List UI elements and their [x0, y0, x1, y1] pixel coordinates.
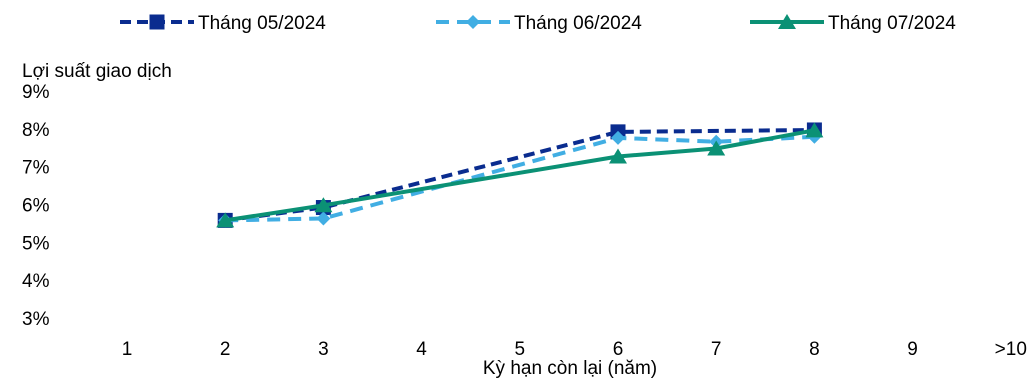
series-line-1	[224, 128, 815, 223]
series-3-point	[707, 140, 726, 156]
x-axis-title: Kỳ hạn còn lại (năm)	[483, 358, 657, 378]
y-tick-label: 6%	[22, 196, 50, 217]
legend-item-3: Tháng 07/2024	[750, 13, 956, 34]
x-tick-label: 1	[122, 339, 133, 360]
y-tick-label: 5%	[22, 233, 50, 254]
x-tick-label: 7	[711, 339, 722, 360]
series-2-point	[316, 211, 331, 226]
x-tick-label: 5	[515, 339, 526, 360]
plot-area	[216, 122, 824, 228]
y-tick-label: 7%	[22, 158, 50, 179]
series-3-point	[609, 148, 627, 164]
legend-label: Tháng 05/2024	[198, 13, 326, 34]
x-tick-label: 9	[907, 339, 918, 360]
x-tick-label: 2	[220, 339, 231, 360]
y-tick-label: 8%	[22, 120, 50, 141]
legend-label: Tháng 06/2024	[514, 13, 642, 34]
legend-marker	[149, 14, 165, 30]
y-tick-label: 3%	[22, 309, 50, 330]
series-line-3	[224, 128, 815, 223]
x-tick-label: 6	[613, 339, 624, 360]
y-axis-title: Lợi suất giao dịch	[22, 61, 172, 82]
legend-item-2: Tháng 06/2024	[436, 13, 642, 34]
y-tick-label: 4%	[22, 271, 50, 292]
series-3-point	[805, 122, 824, 138]
series-3-point	[314, 197, 333, 213]
y-axis: 3% 4% 5% 6% 7% 8% 9%	[22, 82, 50, 330]
y-tick-label: 9%	[22, 82, 50, 103]
x-axis: 1 2 3 4 5 6 7 8 9 >10	[122, 339, 1027, 360]
x-tick-label: 3	[318, 339, 329, 360]
legend-marker	[778, 14, 796, 29]
legend: Tháng 05/2024 Tháng 06/2024 Tháng 07/2024	[120, 13, 956, 34]
legend-item-1: Tháng 05/2024	[120, 13, 326, 34]
series-2-point	[611, 130, 625, 145]
x-tick-label: >10	[995, 339, 1027, 360]
x-tick-label: 8	[809, 339, 820, 360]
x-tick-label: 4	[416, 339, 427, 360]
legend-marker	[466, 15, 480, 29]
series-3-point	[216, 212, 235, 228]
legend-label: Tháng 07/2024	[828, 13, 956, 34]
